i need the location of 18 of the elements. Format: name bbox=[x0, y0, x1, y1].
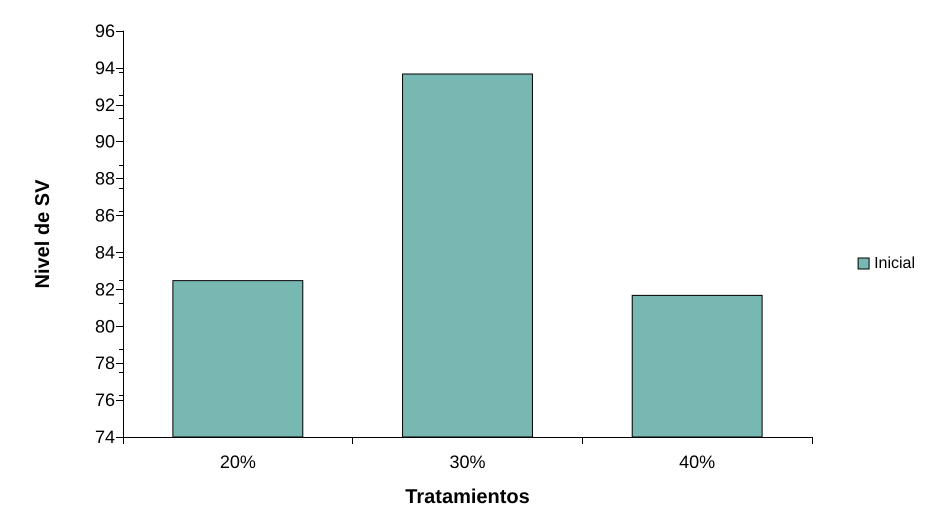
legend-label: Inicial bbox=[874, 255, 915, 272]
y-tick-label: 76 bbox=[94, 390, 115, 410]
y-tick-label: 96 bbox=[94, 21, 115, 41]
y-tick-label: 80 bbox=[94, 316, 115, 336]
y-tick-label: 88 bbox=[94, 168, 115, 189]
x-axis-title: Tratamientos bbox=[405, 486, 530, 508]
y-axis-title: Nivel de SV bbox=[32, 178, 54, 288]
y-tick-label: 90 bbox=[94, 132, 115, 152]
y-tick-label: 74 bbox=[94, 427, 115, 447]
x-tick-label: 30% bbox=[449, 452, 486, 472]
x-tick-label: 20% bbox=[220, 452, 256, 472]
y-tick-label: 92 bbox=[94, 94, 115, 115]
y-tick-label: 82 bbox=[94, 279, 115, 300]
x-tick-label: 40% bbox=[679, 452, 716, 472]
y-tick-label: 86 bbox=[94, 206, 115, 226]
y-tick-label: 94 bbox=[94, 58, 115, 78]
y-tick-label: 84 bbox=[94, 242, 115, 262]
y-tick-label: 78 bbox=[94, 353, 115, 374]
